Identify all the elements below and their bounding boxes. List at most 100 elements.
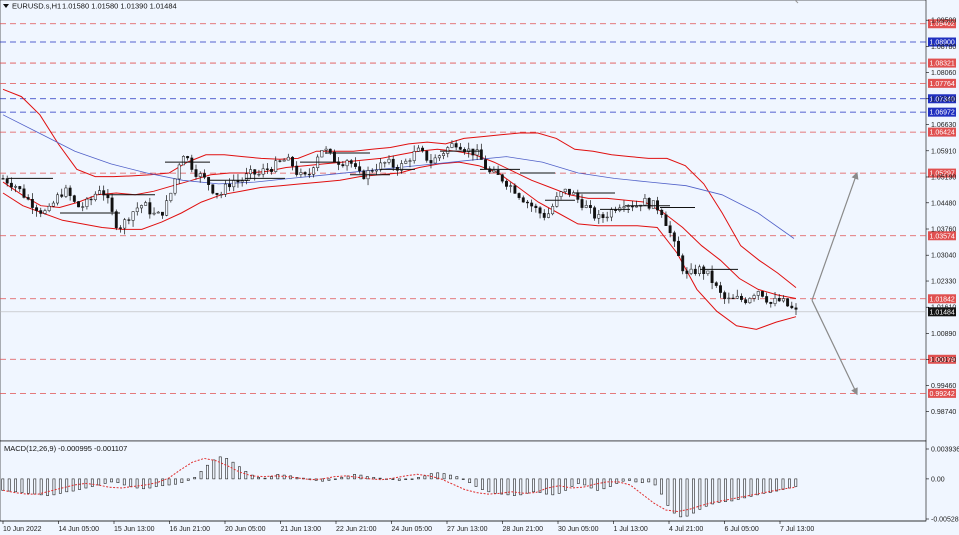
macd-histogram-bar [39, 478, 43, 496]
macd-histogram-bar [129, 478, 133, 487]
candle-body [505, 180, 508, 187]
macd-histogram-bar [142, 478, 145, 490]
candle-body [526, 201, 529, 204]
candle-body [605, 216, 609, 219]
candle-body [379, 162, 383, 171]
macd-histogram-bar [481, 478, 484, 490]
macd-histogram-bar [212, 459, 216, 480]
candle-body [421, 147, 425, 152]
candle-body [794, 307, 798, 310]
candle-body [5, 178, 9, 184]
candle-body [748, 298, 752, 304]
price-tick-label: 1.05910 [931, 148, 956, 155]
candle-body [777, 297, 781, 302]
time-tick-label: 28 Jun 21:00 [503, 526, 544, 533]
macd-histogram-bar [736, 478, 740, 500]
candle-body [454, 143, 458, 148]
price-tick-label: 1.09500 [931, 18, 956, 25]
macd-histogram-bar [263, 477, 267, 480]
candle-body [349, 160, 353, 164]
candle-body [458, 146, 462, 150]
candle-body [735, 295, 739, 299]
macd-histogram-bar [359, 474, 363, 480]
price-tick-label: 1.08780 [931, 44, 956, 51]
macd-histogram-bar [660, 478, 663, 495]
candle-body [219, 194, 223, 196]
candle-body [303, 172, 307, 175]
macd-histogram-bar [704, 478, 708, 507]
candle-body [727, 297, 731, 300]
candle-body [98, 190, 101, 195]
level-label-box [928, 388, 956, 398]
candle-body [765, 296, 769, 303]
candle-body [551, 206, 555, 215]
ohlc-readout: 1.01580 1.01580 1.01390 1.01484 [62, 2, 177, 11]
macd-histogram-bar [532, 478, 535, 493]
projection-arrow-up [811, 171, 859, 301]
macd-histogram-bar [724, 478, 727, 502]
macd-histogram-bar [794, 478, 798, 487]
time-tick-label: 20 Jun 05:00 [225, 526, 266, 533]
time-axis: 10 Jun 2022 14 Jun 05:00 15 Jun 13:00 16 Ju… [2, 521, 814, 533]
macd-histogram-bar [282, 474, 286, 480]
macd-histogram-bar [276, 474, 280, 480]
macd-histogram-bar [672, 478, 676, 514]
macd-histogram-bar [781, 478, 785, 490]
macd-indicator [1, 456, 798, 518]
macd-histogram-bar [26, 478, 30, 494]
candle-body [567, 188, 571, 195]
price-tick-label: 1.03040 [931, 253, 956, 260]
candle-body [47, 205, 51, 211]
macd-histogram-bar [391, 478, 395, 480]
macd-histogram-bar [506, 478, 510, 496]
candle-body [496, 170, 500, 175]
macd-histogram-bar [634, 478, 638, 483]
candle-body [400, 163, 404, 171]
candle-body [81, 206, 85, 208]
price-tick-label: 1.01610 [931, 305, 956, 312]
price-tick-label: 1.08060 [931, 70, 956, 77]
macd-histogram-bar [596, 478, 599, 491]
price-tick-label: 1.02330 [931, 279, 956, 286]
candle-body [416, 147, 420, 152]
macd-tick-label: 0.00 [931, 476, 945, 483]
candle-body [635, 206, 639, 208]
symbol-dropdown-icon[interactable] [3, 4, 9, 8]
candle-body [446, 147, 450, 154]
candle-body [433, 157, 437, 164]
level-label-box [928, 19, 956, 29]
candle-body [521, 197, 525, 203]
macd-histogram-bar [225, 458, 229, 480]
candle-body [207, 177, 211, 185]
level-label-box [928, 94, 956, 104]
horizontal-levels: 1.09402 1.08900 1.08321 1.07764 1.07340 1.069… [0, 19, 956, 398]
level-label: 1.05297 [930, 171, 955, 178]
price-tick-label: 1.00890 [931, 331, 956, 338]
macd-histogram-bar [519, 478, 523, 496]
candle-body [328, 148, 332, 153]
macd-histogram-bar [608, 478, 612, 487]
candle-body [22, 188, 26, 198]
macd-histogram-bar [46, 478, 49, 496]
candle-body [186, 156, 190, 159]
time-tick-label: 27 Jun 13:00 [447, 526, 488, 533]
candle-body [404, 160, 408, 164]
candle-body [542, 212, 546, 218]
candle-body [165, 200, 169, 216]
candle-body [467, 148, 471, 153]
candle-body [781, 298, 785, 302]
candle-body [353, 163, 357, 167]
macd-histogram-bar [244, 470, 248, 480]
level-label: 1.08321 [930, 61, 955, 68]
candle-body [345, 160, 349, 167]
macd-histogram-bar [756, 478, 759, 496]
candle-body [744, 299, 748, 304]
time-tick-label: 21 Jun 13:00 [281, 526, 322, 533]
candle-body [374, 169, 378, 172]
price-axis: 1.09500 1.08780 1.08060 1.07340 1.06630 1.059… [926, 18, 956, 416]
candle-body [77, 201, 80, 208]
candle-body [56, 194, 59, 204]
